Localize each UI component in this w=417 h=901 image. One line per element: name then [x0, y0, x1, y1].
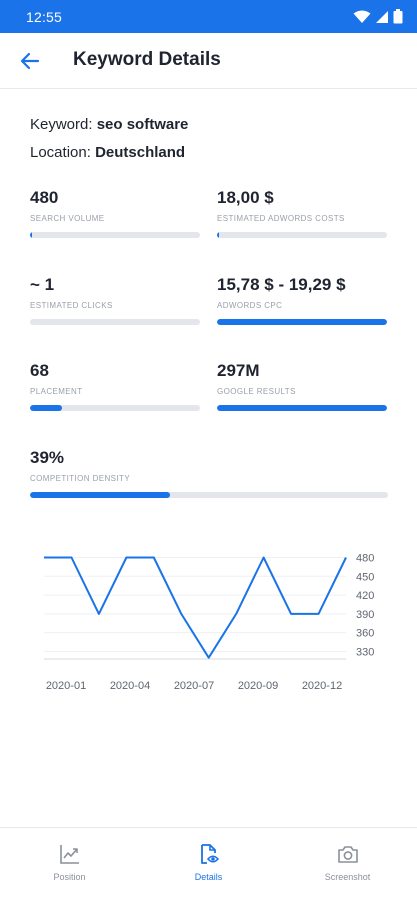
metric-competition-density: 39% COMPETITION DENSITY	[30, 448, 388, 498]
app-bar: Keyword Details	[0, 33, 417, 89]
metric-label: ESTIMATED ADWORDS COSTS	[217, 214, 345, 223]
nav-item-position[interactable]: Position	[0, 828, 139, 901]
keyword-row: Keyword: seo software	[30, 116, 188, 133]
keyword-value: seo software	[96, 116, 189, 133]
nav-label: Screenshot	[324, 872, 371, 882]
status-bar: 12:55	[0, 0, 417, 33]
y-tick-label: 450	[356, 571, 374, 583]
metric-value: 18,00 $	[217, 188, 274, 207]
progress-bar	[217, 405, 387, 411]
metric-search-volume: 480 SEARCH VOLUME	[30, 188, 200, 238]
y-tick-label: 330	[356, 646, 374, 658]
metric-value: 297M	[217, 361, 260, 380]
series-line	[44, 556, 347, 659]
keyword-label: Keyword:	[30, 116, 93, 133]
progress-fill	[217, 319, 387, 325]
nav-label: Position	[53, 872, 86, 882]
metric-label: PLACEMENT	[30, 387, 83, 396]
location-row: Location: Deutschland	[30, 144, 185, 161]
search-volume-trend-chart: 480 450 420 390 360 330 2020-01 2020-04 2020-07 2…	[44, 553, 374, 692]
progress-fill	[217, 232, 219, 238]
metric-estimated-adwords-costs: 18,00 $ ESTIMATED ADWORDS COSTS	[217, 188, 387, 238]
metric-label: ESTIMATED CLICKS	[30, 301, 113, 310]
x-tick-label: 2020-07	[174, 680, 214, 692]
status-time: 12:55	[26, 8, 63, 25]
metric-value: 39%	[30, 448, 65, 467]
progress-bar	[30, 492, 388, 498]
nav-label: Details	[194, 872, 223, 882]
metric-label: COMPETITION DENSITY	[30, 474, 131, 483]
y-tick-label: 390	[356, 609, 374, 621]
metric-value: ~ 1	[30, 275, 55, 294]
trending-chart-icon	[59, 845, 79, 864]
metric-value: 15,78 $ - 19,29 $	[217, 275, 346, 294]
x-tick-label: 2020-12	[302, 680, 342, 692]
nav-item-screenshot[interactable]: Screenshot	[278, 828, 417, 901]
progress-fill	[30, 405, 63, 411]
x-tick-label: 2020-01	[46, 680, 86, 692]
progress-bar	[217, 319, 387, 325]
page-title: Keyword Details	[73, 49, 221, 70]
y-tick-label: 360	[356, 628, 374, 640]
wifi-icon	[353, 10, 371, 23]
document-eye-icon	[200, 844, 219, 864]
battery-icon	[393, 9, 403, 24]
y-tick-label: 480	[356, 553, 374, 565]
location-value: Deutschland	[95, 144, 186, 161]
progress-bar	[30, 319, 200, 325]
metric-adwords-cpc: 15,78 $ - 19,29 $ ADWORDS CPC	[217, 275, 387, 325]
x-tick-label: 2020-04	[110, 680, 150, 692]
status-icons	[353, 9, 403, 24]
progress-bar	[30, 232, 200, 238]
progress-fill	[30, 232, 32, 238]
location-label: Location:	[30, 144, 91, 161]
nav-item-details[interactable]: Details	[139, 828, 278, 901]
metric-placement: 68 PLACEMENT	[30, 361, 200, 411]
metric-google-results: 297M GOOGLE RESULTS	[217, 361, 387, 411]
y-tick-label: 420	[356, 590, 374, 602]
metric-label: ADWORDS CPC	[217, 301, 283, 310]
progress-bar	[217, 232, 387, 238]
signal-icon	[376, 10, 388, 23]
camera-icon	[337, 846, 358, 863]
progress-fill	[30, 492, 170, 498]
metric-value: 68	[30, 361, 49, 380]
progress-fill	[217, 405, 387, 411]
back-arrow-icon[interactable]	[18, 49, 42, 73]
progress-bar	[30, 405, 200, 411]
metric-value: 480	[30, 188, 59, 207]
metric-label: GOOGLE RESULTS	[217, 387, 296, 396]
metric-estimated-clicks: ~ 1 ESTIMATED CLICKS	[30, 275, 200, 325]
x-tick-label: 2020-09	[238, 680, 278, 692]
bottom-nav: Position Details Screenshot	[0, 827, 417, 901]
metric-label: SEARCH VOLUME	[30, 214, 105, 223]
